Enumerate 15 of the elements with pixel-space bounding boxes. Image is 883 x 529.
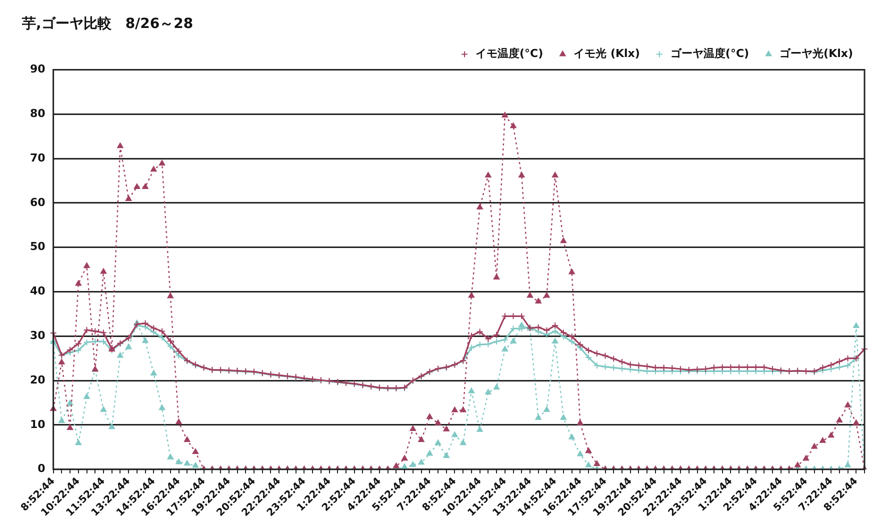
y-tick-label: 80 [30, 107, 46, 120]
y-tick-label: 70 [30, 151, 46, 164]
legend-label: ゴーヤ光(Klx) [780, 47, 854, 60]
y-tick-label: 40 [30, 284, 46, 298]
legend-label: イモ光 (Klx) [574, 47, 640, 60]
legend-label: イモ温度(°C) [476, 47, 544, 60]
y-tick-label: 10 [30, 418, 46, 431]
y-tick-label: 20 [30, 373, 46, 386]
y-tick-label: 50 [30, 240, 46, 254]
legend-label: ゴーヤ温度(°C) [670, 47, 750, 60]
y-tick-label: 0 [38, 462, 46, 476]
y-tick-label: 60 [30, 196, 46, 209]
y-tick-label: 90 [30, 62, 46, 76]
y-tick-label: 30 [30, 329, 46, 342]
chart-title: 芋,ゴーヤ比較 8/26～28 [21, 16, 194, 32]
